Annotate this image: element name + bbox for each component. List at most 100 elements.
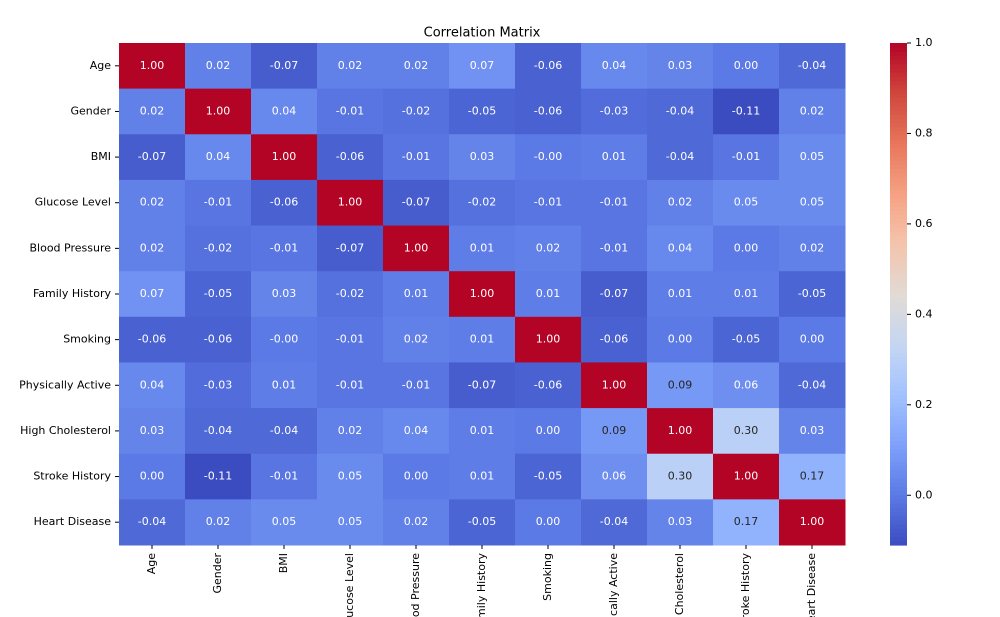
cell-label: -0.07 [468,378,496,391]
colorbar-segment [890,448,907,454]
cell-label: -0.01 [204,196,232,209]
cell-label: -0.03 [600,104,628,117]
cell-label: 1.00 [470,287,495,300]
x-tick-label: Smoking [541,553,554,601]
heatmap-cell [515,179,582,227]
cell-label: 0.01 [470,424,495,437]
heatmap-cell [449,225,516,272]
colorbar-segment [890,235,907,241]
heatmap-cell [581,43,648,90]
heatmap-cell [383,316,450,363]
cell-label: 0.30 [734,424,759,437]
cell-label: 1.00 [668,424,693,437]
heatmap-cell [383,499,450,546]
colorbar-segment [890,239,907,245]
cell-label: -0.04 [666,150,694,163]
heatmap-cell [647,225,714,272]
colorbar-segment [890,68,907,73]
heatmap-cell [515,271,582,318]
y-tick-label: High Cholesterol [20,424,111,437]
heatmap-cell [449,408,516,455]
y-tick-label: Blood Pressure [29,241,111,254]
heatmap-cell [317,225,384,272]
cell-label: -0.04 [270,424,298,437]
colorbar-segment [890,323,907,329]
cell-label: 0.02 [206,515,231,528]
colorbar-segment [890,155,907,161]
heatmap-cell [779,453,846,500]
colorbar-segment [890,97,907,103]
cell-label: -0.06 [600,333,628,346]
cell-label: 1.00 [140,59,165,72]
colorbar-segment [890,298,907,303]
heatmap-cell [449,316,516,363]
heatmap-cell [383,134,450,181]
cell-label: -0.06 [336,150,364,163]
colorbar-segment [890,164,907,170]
colorbar-segment [890,390,907,395]
cell-label: 1.00 [206,104,231,117]
colorbar-segment [890,277,907,283]
colorbar-segment [890,373,907,379]
colorbar-segment [890,281,907,287]
cell-label: -0.05 [468,515,496,528]
cell-label: 0.03 [800,424,825,437]
colorbar-segment [890,214,907,220]
cell-label: 0.02 [668,196,693,209]
colorbar-segment [890,172,907,178]
heatmap-cell [251,271,318,318]
colorbar-segment [890,206,907,211]
colorbar-segment [890,536,907,542]
heatmap-cell [581,499,648,546]
heatmap-cell [449,43,516,90]
x-tick-label: Gender [211,553,224,594]
heatmap-cell [383,408,450,455]
cell-label: 1.00 [272,150,297,163]
cell-label: 0.05 [272,515,297,528]
x-tick-label: Stroke History [739,553,752,617]
colorbar-segment [890,532,907,538]
cell-label: 0.02 [338,59,363,72]
colorbar-segment [890,432,907,437]
cell-label: 0.02 [140,104,165,117]
colorbar-segment [890,197,907,203]
cell-label: 0.09 [668,378,693,391]
cell-label: 0.09 [602,424,627,437]
cell-label: -0.05 [798,287,826,300]
cell-label: -0.01 [270,241,298,254]
x-tick-label: High Cholesterol [673,553,686,617]
cell-label: 0.06 [602,470,627,483]
colorbar-segment [890,406,907,412]
colorbar-segment [890,247,907,253]
colorbar-segment [890,386,907,391]
cell-label: 0.05 [338,470,363,483]
heatmap-cell [581,453,648,500]
heatmap-cell [779,179,846,227]
cell-label: -0.04 [138,515,166,528]
cell-label: -0.11 [732,104,760,117]
cell-label: 0.01 [470,470,495,483]
y-tick-label: Heart Disease [34,515,112,528]
cell-label: 0.04 [602,59,627,72]
heatmap-cell [581,362,648,409]
cell-label: 0.17 [734,515,759,528]
cell-label: 0.00 [536,515,561,528]
cell-label: -0.01 [270,470,298,483]
colorbar-segment [890,93,907,98]
cell-label: -0.03 [204,378,232,391]
cell-label: 0.01 [470,333,495,346]
heatmap-cell [713,88,780,135]
cell-label: -0.01 [402,378,430,391]
cell-label: 0.00 [734,241,759,254]
heatmap-cell [119,453,186,500]
heatmap-cell [317,499,384,546]
cell-label: -0.01 [336,378,364,391]
heatmap-cell [647,271,714,318]
cell-label: 0.02 [800,104,825,117]
colorbar-segment [890,139,907,144]
colorbar-segment [890,63,907,69]
cell-label: -0.06 [534,378,562,391]
heatmap-cell [185,362,252,409]
heatmap-cell [185,499,252,546]
